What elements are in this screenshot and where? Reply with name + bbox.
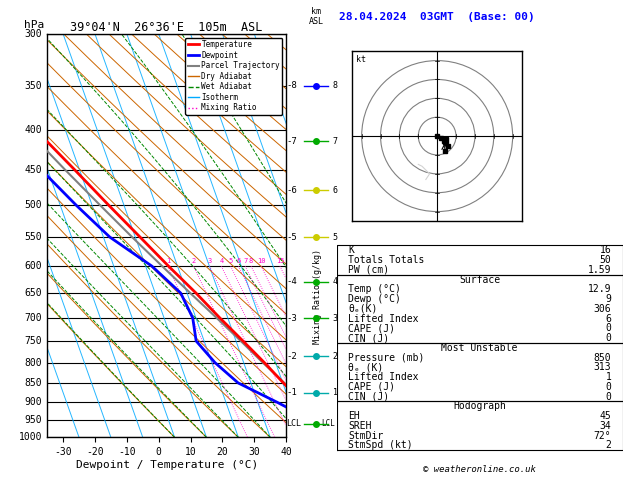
Text: CAPE (J): CAPE (J) <box>348 382 395 392</box>
Text: Most Unstable: Most Unstable <box>442 343 518 353</box>
Text: 350: 350 <box>25 81 42 91</box>
Text: LCL: LCL <box>286 419 301 428</box>
Text: 16: 16 <box>599 245 611 255</box>
Text: CIN (J): CIN (J) <box>348 333 389 343</box>
Text: StmDir: StmDir <box>348 431 383 441</box>
Text: 0: 0 <box>605 382 611 392</box>
Text: 4: 4 <box>219 258 223 264</box>
Text: θₑ(K): θₑ(K) <box>348 304 377 314</box>
Text: © weatheronline.co.uk: © weatheronline.co.uk <box>423 465 536 474</box>
Text: CAPE (J): CAPE (J) <box>348 323 395 333</box>
Text: 600: 600 <box>25 261 42 271</box>
Text: 1: 1 <box>165 258 170 264</box>
Text: K: K <box>348 245 354 255</box>
Text: CIN (J): CIN (J) <box>348 392 389 401</box>
Text: kt: kt <box>356 55 366 64</box>
Text: LCL: LCL <box>321 419 335 428</box>
Text: StmSpd (kt): StmSpd (kt) <box>348 440 413 451</box>
Text: 400: 400 <box>25 125 42 136</box>
Text: 50: 50 <box>599 255 611 265</box>
Text: Mixing Ratio (g/kg): Mixing Ratio (g/kg) <box>313 249 322 344</box>
Text: 1.59: 1.59 <box>587 265 611 275</box>
Text: 15: 15 <box>276 258 284 264</box>
Text: 0: 0 <box>605 323 611 333</box>
Text: 3: 3 <box>208 258 212 264</box>
X-axis label: Dewpoint / Temperature (°C): Dewpoint / Temperature (°C) <box>75 460 258 470</box>
Text: 850: 850 <box>594 353 611 363</box>
Text: 313: 313 <box>594 363 611 372</box>
Text: 800: 800 <box>25 358 42 367</box>
Text: 500: 500 <box>25 200 42 210</box>
Text: PW (cm): PW (cm) <box>348 265 389 275</box>
Text: 6: 6 <box>237 258 241 264</box>
Text: 8: 8 <box>249 258 253 264</box>
Text: EH: EH <box>348 411 360 421</box>
Text: 34: 34 <box>599 421 611 431</box>
Text: 300: 300 <box>25 29 42 39</box>
Text: 7: 7 <box>243 258 247 264</box>
Text: Lifted Index: Lifted Index <box>348 313 418 324</box>
Text: 3: 3 <box>333 314 338 323</box>
Text: 1: 1 <box>333 388 338 397</box>
Text: Surface: Surface <box>459 275 500 285</box>
Text: km
ASL: km ASL <box>309 6 323 26</box>
Text: 2: 2 <box>605 440 611 451</box>
Text: θₑ (K): θₑ (K) <box>348 363 383 372</box>
Text: 0: 0 <box>605 333 611 343</box>
Text: hPa: hPa <box>25 20 45 30</box>
Text: 650: 650 <box>25 288 42 298</box>
Text: 5: 5 <box>228 258 233 264</box>
Text: -3: -3 <box>286 314 297 323</box>
Text: Temp (°C): Temp (°C) <box>348 284 401 295</box>
Text: 550: 550 <box>25 232 42 242</box>
Text: 750: 750 <box>25 336 42 346</box>
Text: 700: 700 <box>25 313 42 323</box>
Legend: Temperature, Dewpoint, Parcel Trajectory, Dry Adiabat, Wet Adiabat, Isotherm, Mi: Temperature, Dewpoint, Parcel Trajectory… <box>186 38 282 115</box>
Text: 8: 8 <box>333 81 338 90</box>
Text: 1: 1 <box>605 372 611 382</box>
Text: 4: 4 <box>333 277 338 286</box>
Text: SREH: SREH <box>348 421 372 431</box>
Text: -2: -2 <box>286 352 297 361</box>
Text: 45: 45 <box>599 411 611 421</box>
Title: 39°04'N  26°36'E  105m  ASL: 39°04'N 26°36'E 105m ASL <box>70 21 263 34</box>
Text: Hodograph: Hodograph <box>453 401 506 412</box>
Text: -6: -6 <box>286 186 297 194</box>
Text: -5: -5 <box>286 233 297 242</box>
Text: Dewp (°C): Dewp (°C) <box>348 294 401 304</box>
Text: -7: -7 <box>286 137 297 146</box>
Text: 9: 9 <box>605 294 611 304</box>
Text: 6: 6 <box>333 186 338 194</box>
Text: 28.04.2024  03GMT  (Base: 00): 28.04.2024 03GMT (Base: 00) <box>339 12 535 22</box>
Text: 7: 7 <box>333 137 338 146</box>
Text: -4: -4 <box>286 277 297 286</box>
Text: 12.9: 12.9 <box>587 284 611 295</box>
Text: 850: 850 <box>25 378 42 388</box>
Text: 10: 10 <box>257 258 265 264</box>
Text: 306: 306 <box>594 304 611 314</box>
Text: 450: 450 <box>25 165 42 175</box>
Text: Pressure (mb): Pressure (mb) <box>348 353 425 363</box>
Text: 6: 6 <box>605 313 611 324</box>
Text: 2: 2 <box>333 352 338 361</box>
Text: -8: -8 <box>286 81 297 90</box>
Text: -1: -1 <box>286 388 297 397</box>
Text: 0: 0 <box>605 392 611 401</box>
Text: 950: 950 <box>25 415 42 425</box>
Text: 2: 2 <box>191 258 196 264</box>
Text: 5: 5 <box>333 233 338 242</box>
Text: 1000: 1000 <box>19 433 42 442</box>
Text: Lifted Index: Lifted Index <box>348 372 418 382</box>
Text: 900: 900 <box>25 397 42 407</box>
Text: 72°: 72° <box>594 431 611 441</box>
Text: Totals Totals: Totals Totals <box>348 255 425 265</box>
